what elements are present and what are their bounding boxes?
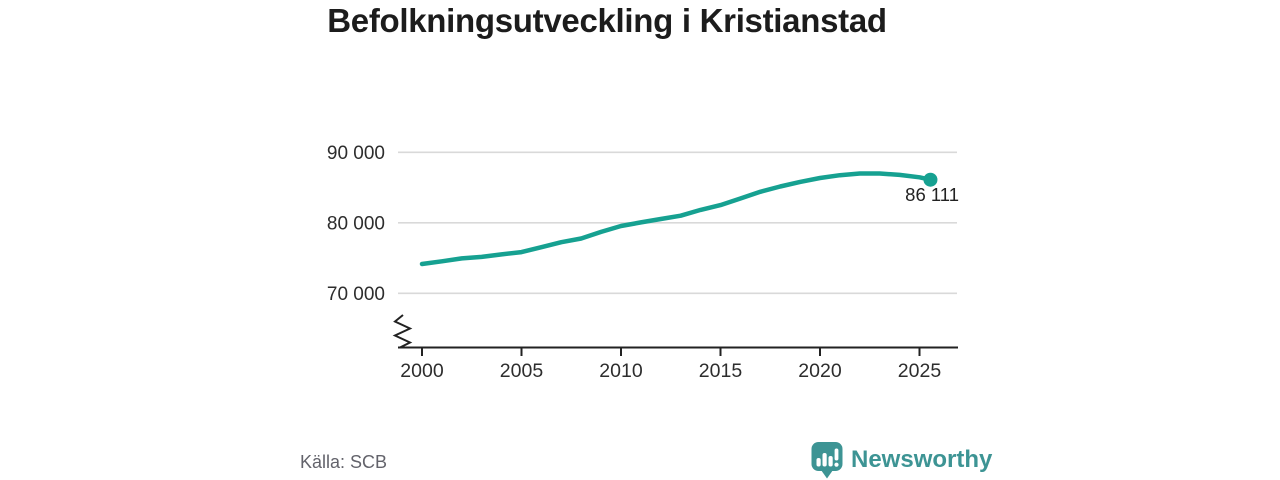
y-axis-tick-label: 90 000 bbox=[327, 143, 385, 164]
bar-chart-speech-bubble-icon bbox=[811, 442, 843, 479]
source-note: Källa: SCB bbox=[300, 452, 388, 472]
x-axis-tick-label: 2005 bbox=[500, 360, 544, 382]
population-line-series bbox=[419, 171, 933, 267]
x-axis-tick-label: 2020 bbox=[798, 360, 842, 382]
newsworthy-logo: Newsworthy bbox=[811, 441, 992, 479]
end-point-dot bbox=[923, 172, 938, 187]
newsworthy-wordmark: Newsworthy bbox=[851, 446, 993, 473]
x-axis-tick-label: 2025 bbox=[898, 360, 942, 382]
y-axis-tick-label: 70 000 bbox=[327, 284, 385, 305]
x-axis-tick-label: 2000 bbox=[400, 360, 444, 382]
end-value-label: 86 111 bbox=[905, 184, 959, 205]
axis-break-icon bbox=[392, 314, 413, 349]
x-axis-tick-label: 2010 bbox=[599, 360, 643, 382]
chart-title: Befolkningsutveckling i Kristianstad bbox=[327, 2, 887, 39]
y-axis-tick-label: 80 000 bbox=[327, 213, 385, 234]
x-axis-tick-label: 2015 bbox=[699, 360, 743, 382]
